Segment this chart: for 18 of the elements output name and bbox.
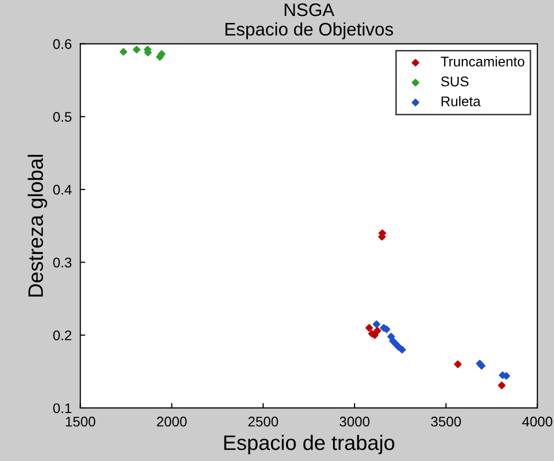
y-tick-label: 0.3 xyxy=(53,258,72,268)
legend-label: SUS xyxy=(441,76,468,86)
y-axis-title: Destreza global xyxy=(28,154,48,297)
y-tick-label: 0.4 xyxy=(53,184,72,195)
x-tick-label: 2500 xyxy=(248,416,278,427)
y-tick-label: 0.6 xyxy=(53,39,72,49)
x-tick-label: 4000 xyxy=(522,416,552,427)
x-axis-title: Espacio de trabajo xyxy=(224,434,394,454)
x-tick-label: 3000 xyxy=(340,416,370,427)
legend-label: Ruleta xyxy=(442,96,481,106)
y-tick-label: 0.1 xyxy=(53,403,72,414)
y-tick-label: 0.5 xyxy=(53,112,72,122)
x-tick-label: 3500 xyxy=(431,416,461,427)
y-tick-label: 0.2 xyxy=(53,330,72,340)
x-tick-label: 2000 xyxy=(156,416,187,427)
chart-title: NSGA Espacio de Objetivos xyxy=(226,3,394,40)
legend-label: Truncamiento xyxy=(440,56,524,66)
x-tick-label: 1500 xyxy=(66,416,96,427)
